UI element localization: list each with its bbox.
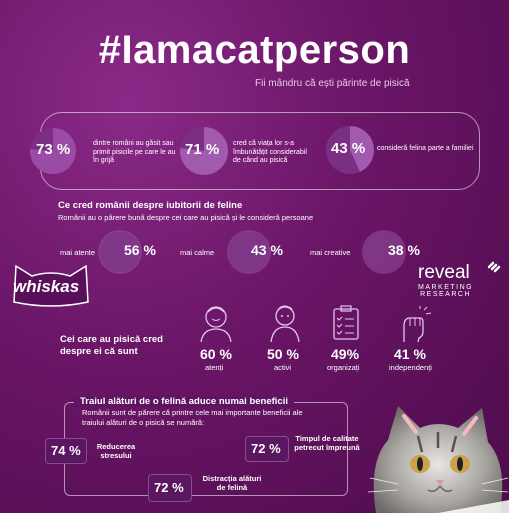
reveal-logo: reveal MARKETING RESEARCH — [418, 261, 501, 298]
benefit-2-value: 72 % — [251, 441, 281, 456]
opinion-subheading: Românii au o părere bună despre cei care… — [58, 213, 314, 222]
benefit-3-value-box — [148, 474, 192, 502]
opinion-item-2-bubble — [229, 232, 269, 272]
benefits-subheading-1: Românii sunt de părere că printre cele m… — [82, 408, 303, 417]
opinion-item-2-value: 43 % — [251, 242, 283, 258]
self-view-heading-1: Cei care au pisică cred — [60, 334, 163, 345]
opinion-item-1-value: 56 % — [124, 242, 156, 258]
benefit-1-value-box — [45, 438, 87, 464]
benefit-1-label-line2: stresului — [100, 451, 132, 460]
opinion-item-1-label: mai atente — [60, 248, 96, 257]
reveal-sub-1: MARKETING — [418, 284, 474, 291]
benefit-1-value: 74 % — [51, 443, 81, 458]
self-item-4-label: independenți — [389, 363, 432, 372]
opinion-item-3-bubble — [364, 232, 404, 272]
opinion-item-2-label: mai calme — [180, 248, 215, 257]
benefit-2-value-box — [245, 436, 289, 462]
benefit-2-label: Timpul de calitate petrecut împreună — [288, 434, 366, 452]
stat-3-value: 43 % — [331, 140, 366, 157]
stat-1-pie — [30, 128, 77, 174]
benefit-3-label-line1: Distracția alături — [202, 474, 262, 483]
stat-3-text: consideră felina parte a familiei — [377, 145, 474, 152]
stat-2-value: 71 % — [185, 141, 220, 158]
self-item-3-value: 49% — [331, 346, 360, 362]
benefit-3-label-line2: de felină — [216, 483, 248, 492]
self-item-2-value: 50 % — [267, 346, 299, 362]
page-title: #Iamacatperson — [98, 28, 411, 72]
stat-2-pie — [180, 127, 229, 175]
stat-1-value: 73 % — [36, 141, 71, 158]
self-item-2-label: activi — [274, 363, 292, 372]
raised-fist-icon — [394, 306, 432, 346]
cat-illustration — [358, 402, 509, 513]
whiskas-cat-head-icon — [13, 264, 89, 307]
whiskas-wordmark: whiskas — [13, 277, 80, 296]
reveal-wordmark: reveal — [418, 262, 470, 283]
self-view-heading-2: despre ei că sunt — [60, 346, 138, 357]
opinion-item-3-value: 38 % — [388, 242, 420, 258]
stat-3-pie — [326, 126, 374, 174]
person-calm-icon — [197, 302, 235, 343]
self-item-3-label: organizați — [327, 363, 360, 372]
reveal-link-icon — [486, 258, 502, 279]
benefit-1-label-line1: Reducerea — [96, 442, 136, 451]
benefit-3-label: Distracția alături de felină — [192, 474, 272, 492]
benefit-3-value: 72 % — [154, 480, 184, 495]
person-active-icon — [266, 302, 304, 343]
stat-1-text: dintre români au găsit sau primit pisici… — [93, 140, 176, 164]
opinion-heading: Ce cred românii despre iubitorii de feli… — [58, 200, 243, 211]
opinion-item-3-label: mai creative — [310, 248, 351, 257]
reveal-sub-2: RESEARCH — [420, 291, 472, 298]
self-item-1-value: 60 % — [200, 346, 232, 362]
opinion-item-1-bubble — [100, 232, 140, 272]
page-subtitle: Fii mândru că ești părinte de pisică — [255, 78, 410, 89]
self-item-4-value: 41 % — [394, 346, 426, 362]
benefit-2-label-line1: Timpul de calitate — [295, 434, 359, 443]
benefit-2-label-line2: petrecut împreună — [294, 443, 360, 452]
benefit-1-label: Reducerea stresului — [90, 442, 142, 460]
self-item-1-label: atenți — [205, 363, 224, 372]
checklist-icon — [328, 304, 366, 344]
whiskas-logo: whiskas — [8, 262, 94, 308]
benefits-subheading-2: traiului alături de o pisică se numără: — [82, 418, 205, 427]
stat-2-text: cred că viața lor s-a îmbunătățit consid… — [233, 140, 307, 164]
benefits-heading: Traiul alături de o felină aduce numai b… — [74, 396, 294, 407]
